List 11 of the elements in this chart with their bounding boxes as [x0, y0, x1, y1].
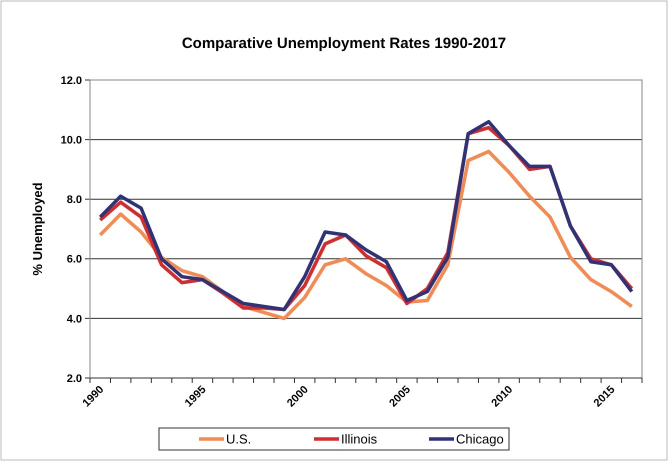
- y-tick-label: 4.0: [66, 313, 82, 326]
- legend-label: Illinois: [341, 432, 378, 447]
- y-tick-label: 10.0: [60, 134, 82, 146]
- y-tick-label: 12.0: [60, 74, 82, 87]
- chart-title: Comparative Unemployment Rates 1990-2017: [182, 35, 506, 52]
- y-tick-label: 6.0: [66, 254, 82, 266]
- y-tick-label: 8.0: [66, 194, 82, 206]
- y-tick-label: 2.0: [66, 372, 82, 385]
- y-axis-title: % Unemployed: [30, 182, 45, 276]
- legend-label: Chicago: [456, 432, 504, 447]
- legend-label: U.S.: [226, 432, 252, 447]
